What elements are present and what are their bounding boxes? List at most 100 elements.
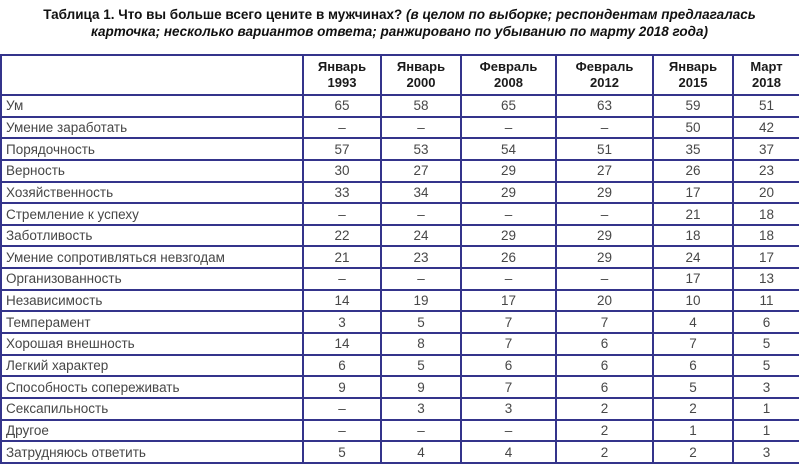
value-cell: – bbox=[555, 202, 654, 226]
row-label: Способность сопереживать bbox=[0, 375, 304, 399]
row-label: Затрудняюсь ответить bbox=[0, 440, 304, 464]
value-cell: 14 bbox=[302, 288, 382, 313]
page: Таблица 1. Что вы больше всего цените в … bbox=[0, 6, 799, 467]
value-cell: 6 bbox=[555, 375, 654, 399]
value-cell: 51 bbox=[732, 94, 799, 118]
column-header-feb-2008: Февраль 2008 bbox=[460, 54, 557, 96]
value-cell: 5 bbox=[302, 440, 382, 464]
value-cell: 22 bbox=[302, 223, 382, 248]
value-cell: – bbox=[380, 115, 462, 140]
value-cell: 5 bbox=[380, 310, 462, 335]
row-label: Другое bbox=[0, 418, 304, 443]
table-row: Независимость 14 19 17 20 10 11 bbox=[0, 288, 799, 313]
value-cell: 10 bbox=[652, 288, 734, 313]
column-header-jan-2000: Январь 2000 bbox=[380, 54, 462, 96]
value-cell: – bbox=[380, 202, 462, 226]
column-header-mar-2018: Март 2018 bbox=[732, 54, 799, 96]
value-cell: 3 bbox=[732, 375, 799, 399]
value-cell: 5 bbox=[732, 332, 799, 356]
value-cell: 59 bbox=[652, 94, 734, 118]
value-cell: 17 bbox=[460, 288, 557, 313]
value-cell: 17 bbox=[652, 180, 734, 205]
table-row: Умение заработать – – – –50 42 bbox=[0, 115, 799, 140]
value-cell: 7 bbox=[460, 332, 557, 356]
row-label: Умение заработать bbox=[0, 115, 304, 140]
value-cell: 1 bbox=[652, 418, 734, 443]
value-cell: 65 bbox=[302, 94, 382, 118]
value-cell: 54 bbox=[460, 137, 557, 161]
table-row: Заботливость 22 24 29 29 18 18 bbox=[0, 223, 799, 248]
table-row: Ум 65 58 65 63 59 51 bbox=[0, 94, 799, 118]
value-cell: 6 bbox=[460, 353, 557, 378]
value-cell: 6 bbox=[732, 310, 799, 335]
row-label: Верность bbox=[0, 158, 304, 183]
value-cell: 29 bbox=[555, 223, 654, 248]
table-row: Организованность – – – –17 13 bbox=[0, 267, 799, 291]
value-cell: 50 bbox=[652, 115, 734, 140]
row-label: Умение сопротивляться невзгодам bbox=[0, 245, 304, 270]
value-cell: 2 bbox=[555, 440, 654, 464]
table-row: Сексапильность –3 3 2 2 1 bbox=[0, 396, 799, 421]
value-cell: 29 bbox=[555, 180, 654, 205]
value-cell: 18 bbox=[732, 202, 799, 226]
table-body: Ум 65 58 65 63 59 51 Умение заработать – – – –50 42 П… bbox=[0, 94, 799, 464]
value-cell: 17 bbox=[652, 267, 734, 291]
value-cell: 29 bbox=[460, 223, 557, 248]
value-cell: 5 bbox=[380, 353, 462, 378]
value-cell: 1 bbox=[732, 418, 799, 443]
value-cell: – bbox=[555, 267, 654, 291]
column-year: 2000 bbox=[406, 75, 436, 90]
value-cell: 26 bbox=[652, 158, 734, 183]
table-row: Умение сопротивляться невзгодам 21 23 26 29 2… bbox=[0, 245, 799, 270]
value-cell: 6 bbox=[555, 353, 654, 378]
value-cell: 3 bbox=[732, 440, 799, 464]
header-row: Январь 1993 Январь 2000 Февраль 2008 Фев… bbox=[0, 54, 799, 96]
column-month: Январь bbox=[396, 59, 446, 74]
value-cell: 4 bbox=[380, 440, 462, 464]
row-label: Независимость bbox=[0, 288, 304, 313]
value-cell: 17 bbox=[732, 245, 799, 270]
table-row: Верность 30 27 29 27 26 23 bbox=[0, 158, 799, 183]
value-cell: 6 bbox=[652, 353, 734, 378]
table-row: Порядочность 57 53 54 51 35 37 bbox=[0, 137, 799, 161]
table-title-note: (в целом по выборке; респондентам предла… bbox=[91, 7, 756, 39]
table-caption: Таблица 1. Что вы больше всего цените в … bbox=[14, 6, 785, 40]
row-label: Организованность bbox=[0, 267, 304, 291]
column-year: 2015 bbox=[678, 75, 708, 90]
value-cell: 24 bbox=[652, 245, 734, 270]
value-cell: 20 bbox=[732, 180, 799, 205]
value-cell: 21 bbox=[652, 202, 734, 226]
value-cell: 35 bbox=[652, 137, 734, 161]
value-cell: 34 bbox=[380, 180, 462, 205]
value-cell: 5 bbox=[652, 375, 734, 399]
value-cell: 21 bbox=[302, 245, 382, 270]
value-cell: 37 bbox=[732, 137, 799, 161]
row-label: Сексапильность bbox=[0, 396, 304, 421]
value-cell: 20 bbox=[555, 288, 654, 313]
value-cell: 51 bbox=[555, 137, 654, 161]
table-row: Легкий характер 6 5 6 6 6 5 bbox=[0, 353, 799, 378]
value-cell: 5 bbox=[732, 353, 799, 378]
column-month: Февраль bbox=[479, 59, 538, 74]
table-row: Стремление к успеху – – – –21 18 bbox=[0, 202, 799, 226]
value-cell: 7 bbox=[460, 310, 557, 335]
value-cell: 53 bbox=[380, 137, 462, 161]
table-row: Хорошая внешность 14 8 7 6 7 5 bbox=[0, 332, 799, 356]
value-cell: 33 bbox=[302, 180, 382, 205]
value-cell: – bbox=[302, 115, 382, 140]
value-cell: 65 bbox=[460, 94, 557, 118]
table-title: Таблица 1. Что вы больше всего цените в … bbox=[43, 7, 403, 22]
corner-cell bbox=[0, 54, 304, 96]
value-cell: 19 bbox=[380, 288, 462, 313]
column-year: 2018 bbox=[752, 75, 781, 90]
value-cell: – bbox=[460, 267, 557, 291]
column-year: 2008 bbox=[494, 75, 523, 90]
value-cell: 9 bbox=[380, 375, 462, 399]
table-row: Другое – – –2 1 1 bbox=[0, 418, 799, 443]
value-cell: 57 bbox=[302, 137, 382, 161]
value-cell: 11 bbox=[732, 288, 799, 313]
column-header-jan-1993: Январь 1993 bbox=[302, 54, 382, 96]
value-cell: 29 bbox=[555, 245, 654, 270]
value-cell: – bbox=[460, 202, 557, 226]
row-label: Хорошая внешность bbox=[0, 332, 304, 356]
